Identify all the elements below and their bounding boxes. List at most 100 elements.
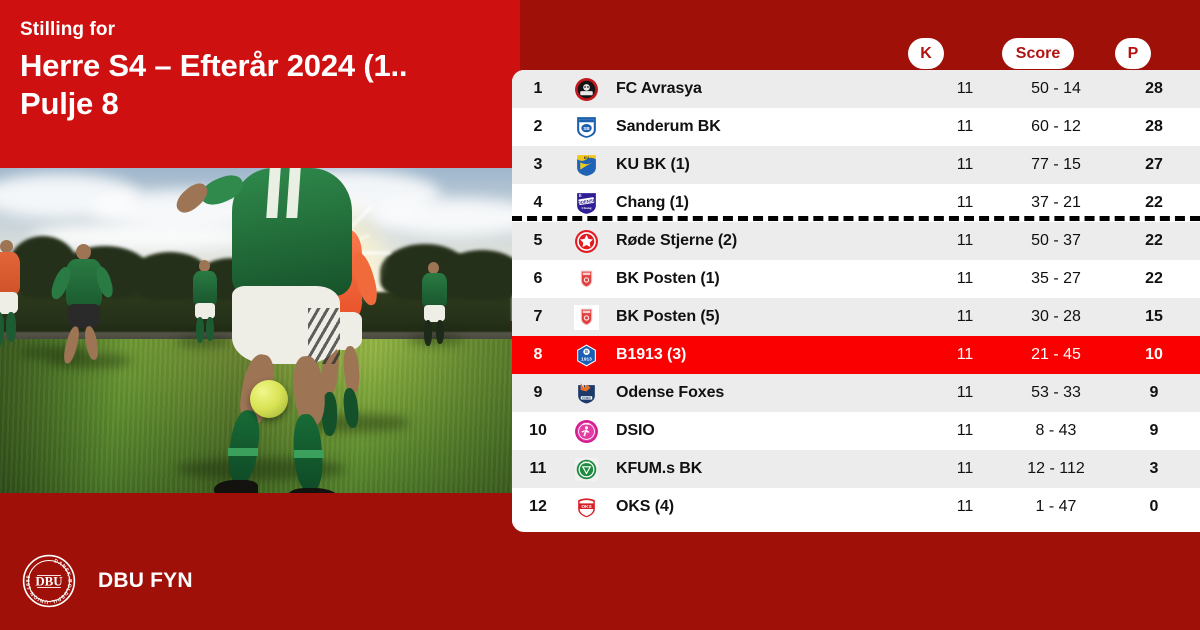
row-rank: 4 xyxy=(533,194,543,211)
row-rank: 9 xyxy=(533,384,543,401)
row-matches-played: 11 xyxy=(956,118,974,135)
svg-text:Chang: Chang xyxy=(581,206,591,210)
soccer-ball xyxy=(250,380,288,418)
row-matches-played: 11 xyxy=(956,194,974,211)
row-goal-score: 21 - 45 xyxy=(1031,346,1081,363)
row-goal-score: 77 - 15 xyxy=(1031,156,1081,173)
svg-text:ODENSE: ODENSE xyxy=(577,197,596,205)
row-club-logo xyxy=(564,266,608,292)
standings-table: 1 FC Avrasya 11 50 - 14 28 2 SB Sanderum BK 11… xyxy=(512,70,1200,532)
row-points: 27 xyxy=(1145,156,1163,173)
dsio-logo: DSIO xyxy=(574,419,599,444)
row-matches-played: 11 xyxy=(956,346,974,363)
table-row[interactable]: 12 OKS OKS (4) 11 1 - 47 0 xyxy=(512,488,1200,526)
row-rank: 11 xyxy=(529,460,547,477)
row-rank: 8 xyxy=(533,346,543,363)
table-row[interactable]: 10 DSIO DSIO 11 8 - 43 9 xyxy=(512,412,1200,450)
hero-photo xyxy=(0,168,512,493)
rode-stjerne-logo xyxy=(574,229,599,254)
photo-bottom-fill xyxy=(0,493,512,532)
row-points: 3 xyxy=(1149,460,1159,477)
row-club-name[interactable]: Sanderum BK xyxy=(616,118,721,135)
row-goal-score: 50 - 14 xyxy=(1031,80,1081,97)
row-matches-played: 11 xyxy=(956,384,974,401)
row-matches-played: 11 xyxy=(956,460,974,477)
row-club-logo: DSIO xyxy=(564,419,608,444)
table-row[interactable]: 1 FC Avrasya 11 50 - 14 28 xyxy=(512,70,1200,108)
table-row[interactable]: 6 BK Posten (1) 11 35 - 27 22 xyxy=(512,260,1200,298)
column-badge-matches: K xyxy=(908,38,944,69)
row-club-name[interactable]: FC Avrasya xyxy=(616,80,702,97)
row-matches-played: 11 xyxy=(956,498,974,515)
header-text-block: Stilling for Herre S4 – Efterår 2024 (1.… xyxy=(20,18,510,123)
svg-text:KFUM: KFUM xyxy=(582,461,589,464)
row-goal-score: 60 - 12 xyxy=(1031,118,1081,135)
row-goal-score: 8 - 43 xyxy=(1035,422,1077,439)
row-rank: 10 xyxy=(529,422,547,439)
column-badge-score: Score xyxy=(1002,38,1074,69)
qualification-divider xyxy=(512,216,1200,221)
bk-posten-logo xyxy=(573,266,599,292)
row-club-name[interactable]: Røde Stjerne (2) xyxy=(616,232,738,249)
row-matches-played: 11 xyxy=(956,232,974,249)
row-club-logo xyxy=(564,77,608,102)
table-row[interactable]: 7 BK Posten (5) 11 30 - 28 15 xyxy=(512,298,1200,336)
page-title: Herre S4 – Efterår 2024 (1.. Pulje 8 xyxy=(20,48,408,121)
svg-text:B: B xyxy=(579,193,582,197)
row-club-name[interactable]: DSIO xyxy=(616,422,655,439)
table-row[interactable]: 3 KU KU BK (1) 11 77 - 15 27 xyxy=(512,146,1200,184)
row-club-logo: SB xyxy=(564,115,608,140)
row-rank: 7 xyxy=(533,308,543,325)
sanderum-bk-logo: SB xyxy=(574,115,599,140)
footer-bar: DANSK·BOLDSPIL·UNION·1889 DBU DBU FYN xyxy=(0,532,1200,630)
row-points: 9 xyxy=(1149,384,1159,401)
svg-text:SB: SB xyxy=(583,125,590,130)
row-club-name[interactable]: KFUM.s BK xyxy=(616,460,703,477)
row-club-logo xyxy=(564,304,608,330)
row-rank: 5 xyxy=(533,232,543,249)
row-rank: 6 xyxy=(533,270,543,287)
table-row[interactable]: 2 SB Sanderum BK 11 60 - 12 28 xyxy=(512,108,1200,146)
table-row[interactable]: 11 KFUM KFUM.s BK 11 12 - 112 3 xyxy=(512,450,1200,488)
row-matches-played: 11 xyxy=(956,156,974,173)
table-row[interactable]: 4 ODENSE Chang B Chang (1) 11 37 - 21 22 xyxy=(512,184,1200,222)
row-club-name[interactable]: Chang (1) xyxy=(616,194,689,211)
bk-posten-logo xyxy=(573,304,599,330)
row-club-name[interactable]: BK Posten (5) xyxy=(616,308,720,325)
row-club-logo: B 1913 xyxy=(564,343,608,368)
row-rank: 1 xyxy=(533,80,543,97)
svg-text:DBU: DBU xyxy=(35,573,63,588)
row-club-logo: KFUM xyxy=(564,457,608,482)
row-goal-score: 50 - 37 xyxy=(1031,232,1081,249)
row-points: 15 xyxy=(1145,308,1163,325)
row-rank: 2 xyxy=(533,118,543,135)
player-shadow xyxy=(176,336,230,347)
row-club-name[interactable]: Odense Foxes xyxy=(616,384,725,401)
row-club-name[interactable]: OKS (4) xyxy=(616,498,674,515)
row-points: 28 xyxy=(1145,118,1163,135)
row-goal-score: 12 - 112 xyxy=(1027,460,1085,477)
ku-bk-logo: KU xyxy=(574,153,599,178)
row-club-name[interactable]: B1913 (3) xyxy=(616,346,687,363)
svg-text:KU: KU xyxy=(583,155,589,159)
row-goal-score: 35 - 27 xyxy=(1031,270,1081,287)
header-kicker: Stilling for xyxy=(20,19,116,40)
row-club-name[interactable]: BK Posten (1) xyxy=(616,270,720,287)
row-club-logo: ODENSE Chang B xyxy=(564,191,608,216)
table-row[interactable]: 8 B 1913 B1913 (3) 11 21 - 45 10 xyxy=(512,336,1200,374)
svg-text:DSIO: DSIO xyxy=(583,421,590,425)
row-goal-score: 30 - 28 xyxy=(1031,308,1081,325)
row-points: 10 xyxy=(1145,346,1163,363)
odense-foxes-logo: FOXES xyxy=(574,381,599,406)
soccer-match-photo xyxy=(0,168,512,493)
row-points: 0 xyxy=(1149,498,1159,515)
row-club-name[interactable]: KU BK (1) xyxy=(616,156,690,173)
table-row[interactable]: 5 Røde Stjerne (2) 11 50 - 37 22 xyxy=(512,222,1200,260)
row-goal-score: 1 - 47 xyxy=(1035,498,1077,515)
row-rank: 3 xyxy=(533,156,543,173)
tree xyxy=(440,250,512,300)
row-matches-played: 11 xyxy=(956,80,974,97)
row-rank: 12 xyxy=(529,498,547,515)
row-points: 22 xyxy=(1145,270,1163,287)
table-row[interactable]: 9 FOXES Odense Foxes 11 53 - 33 9 xyxy=(512,374,1200,412)
